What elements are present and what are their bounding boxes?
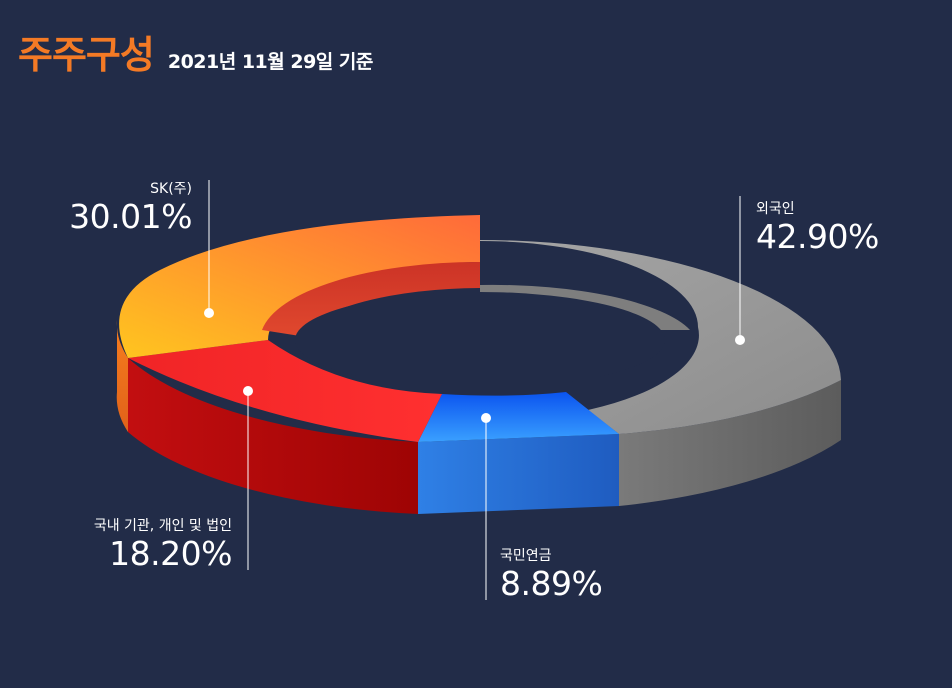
label-domestic: 국내 기관, 개인 및 법인 18.20% bbox=[93, 515, 233, 573]
slice-side-domestic bbox=[128, 358, 418, 514]
inner-wall bbox=[262, 261, 480, 336]
label-domestic-name: 국내 기관, 개인 및 법인 bbox=[93, 518, 232, 534]
leader-pension bbox=[481, 413, 491, 600]
label-sk: SK(주) 30.01% bbox=[69, 178, 192, 236]
chart-subtitle: 2021년 11월 29일 기준 bbox=[167, 51, 374, 73]
leader-sk bbox=[204, 180, 214, 318]
slice-side-sk bbox=[116, 320, 128, 432]
label-pension-name: 국민연금 bbox=[500, 548, 552, 564]
chart-header: 주주구성 2021년 11월 29일 기준 bbox=[18, 24, 373, 79]
leader-domestic bbox=[243, 386, 253, 570]
label-foreign-name: 외국인 bbox=[756, 201, 795, 217]
slice-foreign[interactable] bbox=[480, 240, 841, 434]
leader-foreign bbox=[735, 196, 745, 345]
donut-hole bbox=[295, 292, 665, 388]
label-foreign-value: 42.90% bbox=[756, 217, 879, 256]
slice-side-foreign bbox=[619, 380, 841, 506]
label-foreign: 외국인 42.90% bbox=[756, 198, 879, 256]
label-sk-name: SK(주) bbox=[150, 181, 192, 197]
slice-side-pension bbox=[418, 434, 619, 514]
label-domestic-value: 18.20% bbox=[109, 534, 232, 573]
chart-title: 주주구성 bbox=[18, 33, 155, 77]
label-pension-value: 8.89% bbox=[500, 564, 603, 603]
label-pension: 국민연금 8.89% bbox=[500, 545, 603, 603]
slice-domestic[interactable] bbox=[128, 340, 442, 442]
label-sk-value: 30.01% bbox=[69, 197, 192, 236]
slice-pension[interactable] bbox=[418, 392, 619, 442]
